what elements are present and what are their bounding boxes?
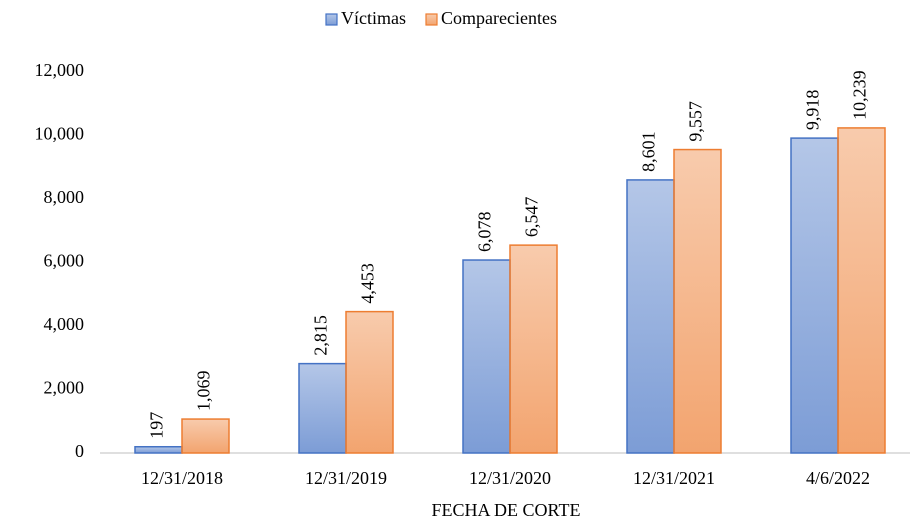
y-tick-label: 2,000 [44,378,85,398]
bar [181,418,230,454]
legend-label: Víctimas [341,8,406,28]
bar [509,244,558,454]
y-tick-label: 8,000 [44,187,85,207]
bar [462,259,511,454]
y-tick-label: 6,000 [44,251,85,271]
data-label: 4,453 [358,263,378,304]
data-label: 1,069 [194,371,214,412]
data-label: 9,918 [803,90,823,131]
legend-label: Comparecientes [441,8,557,28]
data-label: 10,239 [850,70,870,120]
bar [837,127,886,454]
data-label: 2,815 [311,315,331,356]
data-label: 6,078 [475,212,495,253]
bar [673,148,722,454]
bar [134,445,183,454]
x-axis-title: FECHA DE CORTE [432,500,581,520]
legend-swatch [325,13,338,26]
data-label: 6,547 [522,197,542,238]
x-tick-label: 12/31/2020 [469,468,551,488]
y-tick-label: 0 [75,441,84,461]
bar [345,310,394,454]
bar [626,179,675,454]
bar [790,137,839,454]
legend-swatch [425,13,438,26]
y-tick-label: 4,000 [44,314,85,334]
data-label: 8,601 [639,131,659,172]
x-tick-label: 12/31/2021 [633,468,715,488]
data-label: 9,557 [686,101,706,142]
x-tick-label: 12/31/2018 [141,468,223,488]
x-tick-label: 4/6/2022 [806,468,870,488]
x-tick-label: 12/31/2019 [305,468,387,488]
y-tick-label: 12,000 [35,60,85,80]
bar [298,362,347,454]
y-tick-label: 10,000 [35,124,85,144]
data-label: 197 [147,412,167,439]
